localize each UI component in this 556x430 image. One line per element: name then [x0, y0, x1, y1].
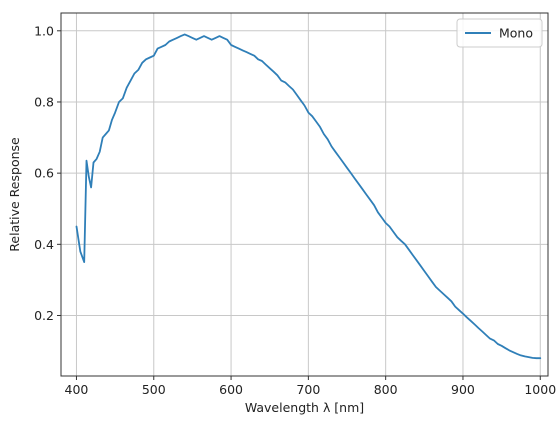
x-tick-label: 400	[65, 382, 89, 397]
legend: Mono	[457, 19, 542, 47]
x-tick-label: 700	[296, 382, 320, 397]
y-tick-label: 1.0	[34, 23, 54, 38]
y-tick-label: 0.2	[34, 308, 54, 323]
x-tick-label: 1000	[524, 382, 556, 397]
y-tick-label: 0.8	[34, 94, 54, 109]
x-tick-label: 500	[142, 382, 166, 397]
x-axis-label: Wavelength λ [nm]	[245, 400, 364, 415]
grid	[61, 13, 548, 376]
tick-labels: 400 500 600 700 800 900 1000 0.2 0.4 0.6 0.8 1.0	[34, 23, 556, 397]
x-tick-label: 800	[374, 382, 398, 397]
y-tick-label: 0.6	[34, 166, 54, 181]
y-axis-label: Relative Response	[7, 137, 22, 252]
plot-frame	[61, 13, 548, 376]
x-tick-label: 900	[451, 382, 475, 397]
x-tick-label: 600	[219, 382, 243, 397]
legend-label-mono: Mono	[499, 26, 533, 41]
y-tick-label: 0.4	[34, 237, 54, 252]
